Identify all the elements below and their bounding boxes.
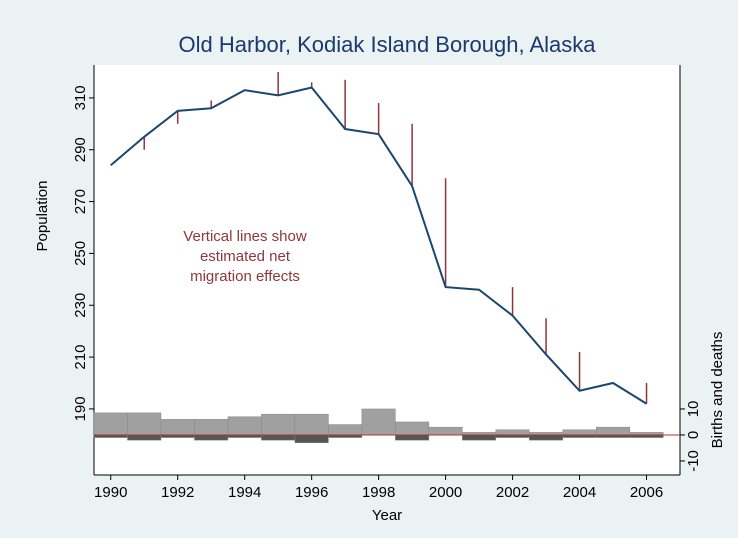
bar [495, 429, 530, 436]
bar [127, 412, 162, 436]
x-tick-label: 2004 [563, 484, 596, 501]
bar [194, 434, 229, 441]
y-axis-title: Population [34, 181, 51, 252]
bar [93, 412, 128, 436]
annotation: Vertical lines show [183, 228, 307, 245]
y2-tick-label: 10 [685, 401, 702, 418]
bar [529, 434, 564, 441]
bar [127, 434, 162, 441]
x-axis-title: Year [372, 507, 402, 524]
annotation: migration effects [190, 268, 300, 285]
bar [596, 426, 631, 436]
y2-axis-title: Births and deaths [709, 332, 726, 449]
y-tick-label: 310 [72, 85, 89, 110]
y2-tick-label: 0 [685, 431, 702, 439]
bar [294, 434, 329, 444]
plot-area [94, 65, 680, 475]
bar [395, 421, 430, 436]
x-tick-label: 2002 [496, 484, 529, 501]
bar [294, 413, 329, 436]
y-tick-label: 270 [72, 189, 89, 214]
y-tick-label: 290 [72, 137, 89, 162]
bar [462, 434, 497, 441]
x-tick-label: 1990 [94, 484, 127, 501]
bar [261, 413, 296, 436]
x-tick-label: 2006 [630, 484, 663, 501]
bar [361, 408, 396, 436]
x-tick-label: 1996 [295, 484, 328, 501]
x-tick-label: 2000 [429, 484, 462, 501]
bar [562, 429, 597, 436]
x-tick-label: 1992 [161, 484, 194, 501]
bar [328, 424, 363, 436]
annotation: estimated net [200, 248, 291, 265]
y-tick-label: 250 [72, 241, 89, 266]
y2-tick-label: -10 [685, 450, 702, 472]
population-line [110, 86, 648, 405]
y-tick-label: 190 [72, 396, 89, 421]
bar [160, 419, 195, 436]
y-tick-label: 230 [72, 293, 89, 318]
bar [227, 416, 262, 436]
bar [194, 419, 229, 436]
x-tick-label: 1994 [228, 484, 261, 501]
bar [395, 434, 430, 441]
x-tick-label: 1998 [362, 484, 395, 501]
bar [428, 426, 463, 436]
chart-title: Old Harbor, Kodiak Island Borough, Alask… [178, 32, 596, 57]
bar [261, 434, 296, 441]
y-tick-label: 210 [72, 345, 89, 370]
